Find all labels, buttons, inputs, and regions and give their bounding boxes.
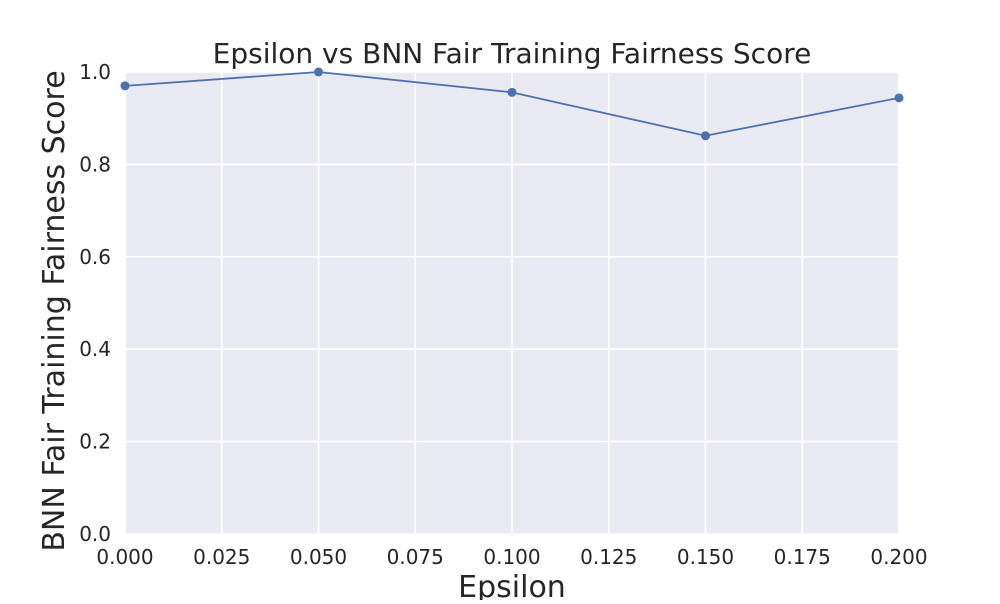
data-point	[701, 131, 710, 141]
y-axis-title: BNN Fair Training Fairness Score	[37, 70, 72, 551]
y-tick-label: 0.6	[79, 245, 111, 269]
x-tick-label: 0.125	[580, 545, 637, 569]
x-tick-label: 0.200	[870, 545, 927, 569]
x-tick-label: 0.150	[677, 545, 734, 569]
y-tick-label: 0.2	[79, 430, 111, 454]
y-tick-label: 0.4	[79, 337, 111, 361]
y-tick-label: 1.0	[79, 60, 111, 84]
x-tick-label: 0.075	[387, 545, 444, 569]
x-tick-label: 0.000	[96, 545, 153, 569]
x-tick-label: 0.025	[193, 545, 250, 569]
data-point	[507, 87, 517, 97]
x-tick-label: 0.100	[483, 545, 540, 569]
x-tick-label: 0.175	[774, 545, 831, 569]
data-point	[120, 81, 130, 91]
data-point	[894, 93, 904, 103]
grid-lines	[124, 71, 900, 535]
y-tick-label: 0.0	[79, 522, 111, 546]
x-tick-label: 0.050	[290, 545, 347, 569]
chart-title: Epsilon vs BNN Fair Training Fairness Sc…	[213, 37, 812, 70]
data-point	[314, 67, 323, 77]
data-series	[120, 67, 904, 141]
x-axis-title: Epsilon	[458, 570, 566, 600]
tick-labels: 0.000 0.025 0.050 0.075 0.100 0.125 0.150 0.175…	[79, 60, 927, 569]
y-tick-label: 0.8	[79, 152, 111, 176]
